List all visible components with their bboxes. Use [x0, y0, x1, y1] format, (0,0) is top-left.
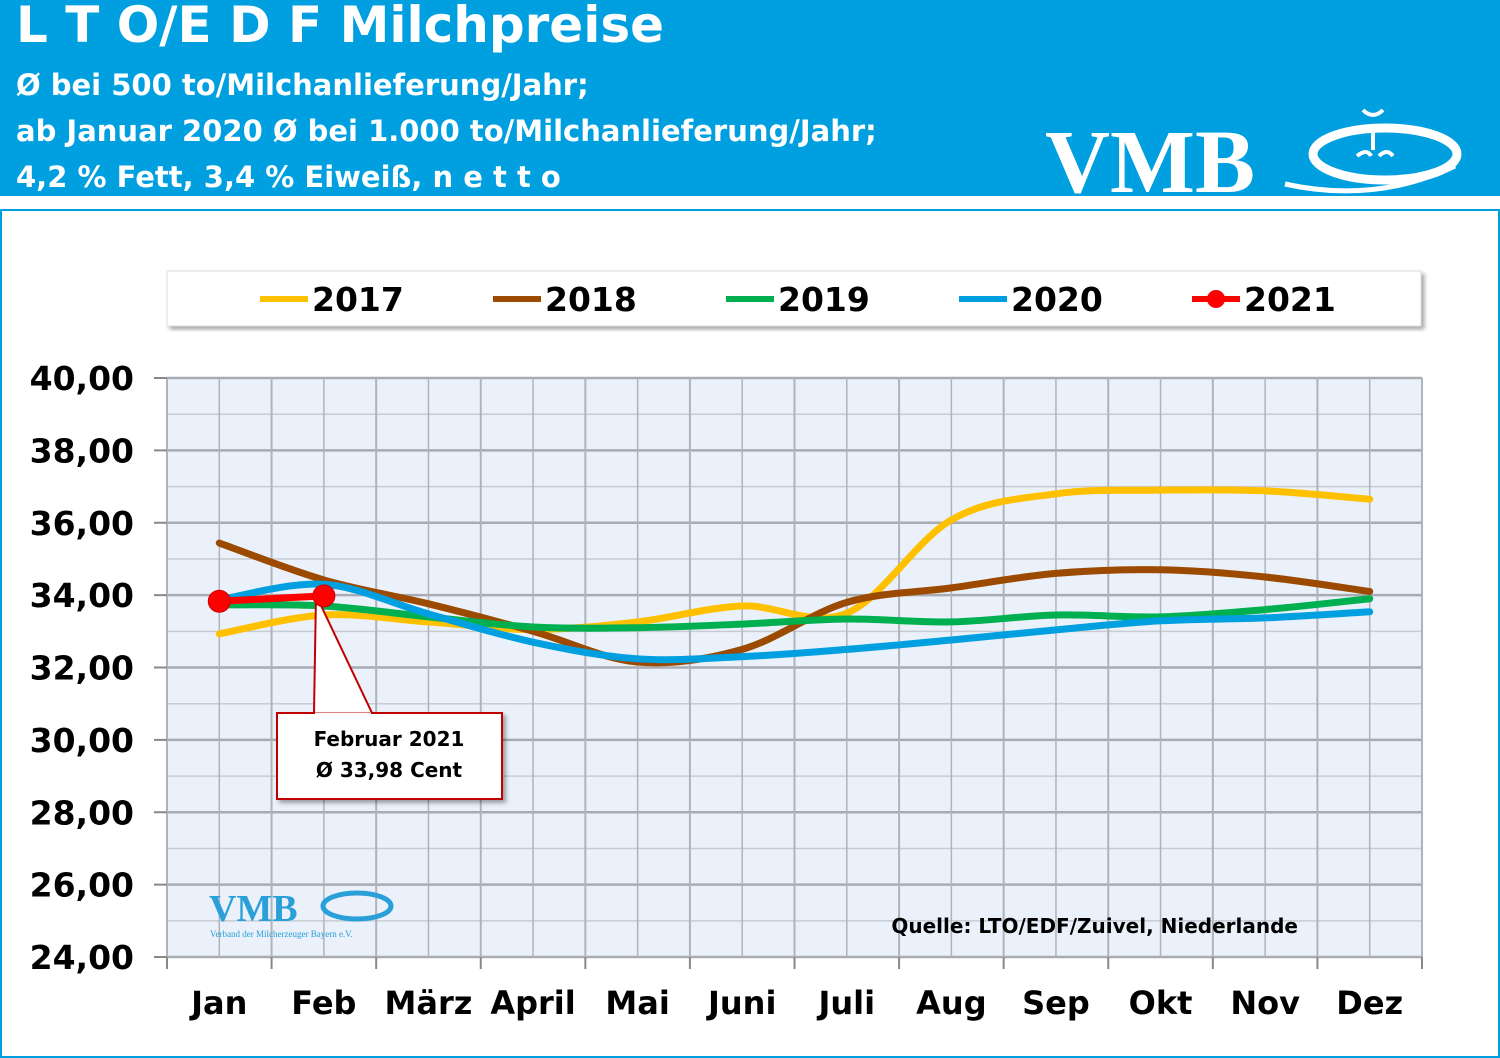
y-tick-label: 26,00	[30, 866, 134, 905]
x-tick-label: Dez	[1336, 984, 1403, 1022]
y-tick-label: 34,00	[30, 576, 134, 615]
callout-box	[276, 712, 503, 800]
subtitle-line-3: 4,2 % Fett, 3,4 % Eiweiß, n e t t o	[16, 160, 561, 194]
x-tick-label: Mai	[605, 984, 669, 1022]
page-title: L T O/E D F Milchpreise	[16, 0, 665, 54]
svg-text:VMB: VMB	[1045, 113, 1255, 196]
x-tick-label: April	[490, 984, 575, 1022]
series-line-2018	[215, 539, 1374, 667]
x-tick-label: Juli	[816, 984, 875, 1022]
series-line-2017	[215, 486, 1374, 638]
watermark-logo-text: VMB	[209, 888, 298, 930]
watermark-logo-icon	[320, 890, 394, 922]
subtitle-line-1: Ø bei 500 to/Milchanlieferung/Jahr;	[16, 68, 589, 102]
series-line-2019	[215, 595, 1374, 632]
series-markers	[207, 584, 336, 613]
series-lines	[215, 486, 1374, 667]
legend: 2017 2018 2019 2020 2021	[260, 280, 1336, 319]
y-tick-label: 32,00	[30, 649, 134, 688]
legend-label-2019: 2019	[778, 280, 870, 319]
subtitle-line-2: ab Januar 2020 Ø bei 1.000 to/Milchanlie…	[16, 114, 877, 148]
legend-marker-2021	[1207, 290, 1225, 308]
y-tick-label: 30,00	[30, 721, 134, 760]
legend-label-2020: 2020	[1011, 280, 1103, 319]
series-line-2020	[215, 580, 1374, 664]
data-point-2021	[207, 589, 231, 613]
x-tick-label: Sep	[1022, 984, 1090, 1022]
x-tick-label: Feb	[291, 984, 356, 1022]
callout-line-2: Ø 33,98 Cent	[316, 758, 463, 782]
legend-label-2021: 2021	[1244, 280, 1336, 319]
y-tick-label: 40,00	[30, 359, 134, 398]
source-label: Quelle: LTO/EDF/Zuivel, Niederlande	[891, 914, 1298, 938]
vmb-logo: VMB	[1045, 108, 1462, 196]
legend-label-2018: 2018	[545, 280, 637, 319]
series-line-2021	[215, 592, 328, 605]
y-axis: 24,00 26,00 28,00 30,00 32,00 34,00 36,00 38,00…	[30, 359, 167, 977]
data-point-2021	[312, 584, 336, 608]
vmb-watermark: VMB Verband der Milcherzeuger Bayern e.V…	[209, 888, 394, 939]
x-tick-label: Jan	[189, 984, 247, 1022]
annotation-callout: Februar 2021 Ø 33,98 Cent	[276, 594, 503, 800]
legend-label-2017: 2017	[312, 280, 404, 319]
x-tick-label: Aug	[916, 984, 986, 1022]
x-axis: Jan Feb März April Mai Juni Juli Aug Sep Okt Nov De…	[166, 957, 1423, 1022]
callout-line-1: Februar 2021	[314, 727, 465, 751]
chart-frame: 2017 2018 2019 2020 2021 24,00 26,00 28,00 30,0…	[0, 209, 1500, 1058]
header-banner: L T O/E D F Milchpreise Ø bei 500 to/Mil…	[0, 0, 1500, 196]
y-tick-label: 36,00	[30, 504, 134, 543]
x-tick-label: Okt	[1129, 984, 1193, 1022]
watermark-tagline: Verband der Milcherzeuger Bayern e.V.	[210, 929, 353, 939]
y-tick-label: 24,00	[30, 938, 134, 977]
x-tick-label: Nov	[1230, 984, 1300, 1022]
x-tick-label: März	[385, 984, 473, 1022]
y-tick-label: 38,00	[30, 431, 134, 470]
x-tick-label: Juni	[706, 984, 776, 1022]
y-tick-label: 28,00	[30, 793, 134, 832]
milk-price-chart: 2017 2018 2019 2020 2021 24,00 26,00 28,00 30,0…	[30, 270, 1423, 1022]
